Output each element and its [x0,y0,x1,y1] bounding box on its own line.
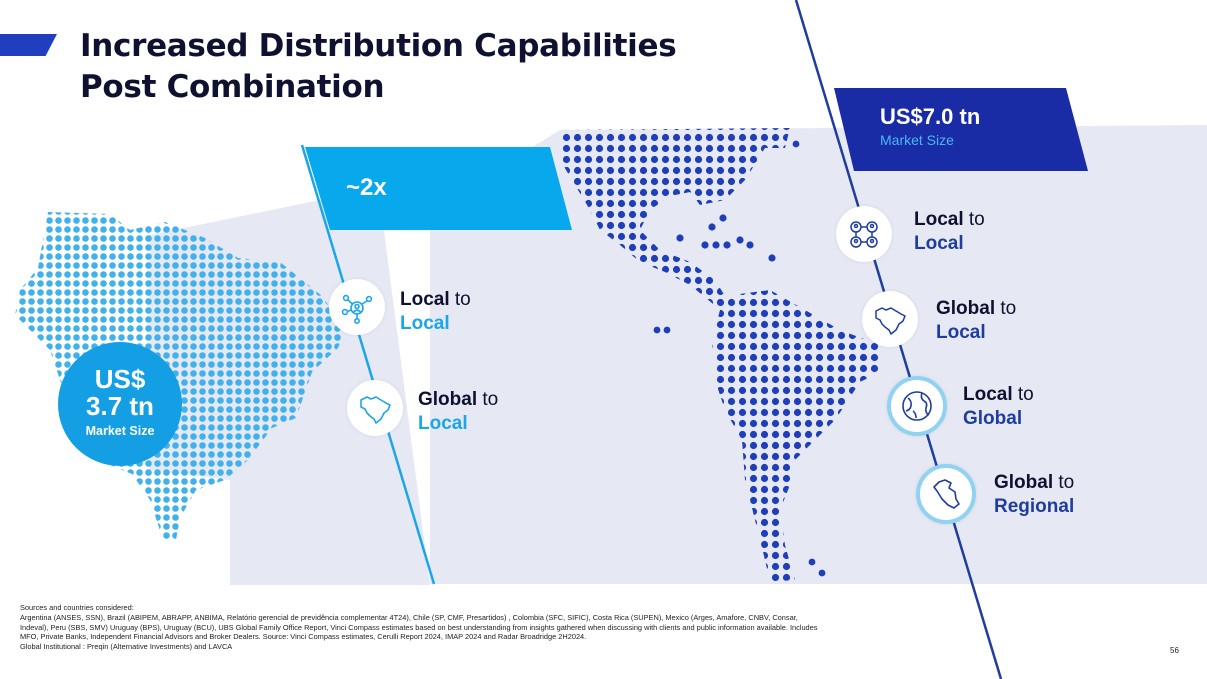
page-title-line2: Post Combination [80,69,385,105]
left-divider-line [300,144,436,585]
right-cap-2-target: Local [936,322,986,343]
left-market-value: 3.7 tn [86,391,154,421]
left-cap-1-to: to [449,289,471,310]
right-badge-shape [834,88,1088,171]
network-icon [329,279,385,335]
footnote-line: Global Institutional : Preqin (Alternati… [20,642,233,652]
title-accent-bar [0,34,57,56]
footnote-line: MFO, Private Banks, Independent Financia… [20,632,587,642]
sources-footnote: Sources and countries considered: Argent… [20,603,970,652]
right-cap-1-source: Local [914,209,964,230]
right-market-caption: Market Size [880,132,954,148]
page-number: 56 [1170,646,1179,655]
people-network-icon [836,206,892,262]
left-cap-1-label: Local to Local [400,288,471,336]
left-cap-2-source: Global [418,389,478,410]
right-cap-3-to: to [1012,384,1034,405]
right-cap-3-source: Local [963,384,1013,405]
brazil-map-icon [347,380,403,436]
peru-map-icon [916,464,976,524]
left-cap-2-to: to [477,389,499,410]
brazil-map-icon [862,291,918,347]
left-market-badge: US$ 3.7 tn Market Size [58,342,182,466]
footnote-heading: Sources and countries considered: [20,603,134,612]
right-cap-4-label: Global to Regional [994,471,1074,519]
growth-tag-shape [305,147,572,230]
right-cap-2-to: to [995,298,1017,319]
right-cap-3-label: Local to Global [963,383,1034,431]
americas-dot-map [560,128,880,582]
left-market-currency: US$ [94,364,146,394]
right-cap-4-to: to [1053,472,1075,493]
brazil-dot-map [15,212,345,540]
right-market-value: US$7.0 tn [880,104,981,129]
left-market-caption: Market Size [85,424,155,438]
page-title: Increased Distribution Capabilities Post… [80,26,677,108]
right-cap-4-source: Global [994,472,1054,493]
right-cap-1-label: Local to Local [914,208,985,256]
caribbean-dots [653,140,826,577]
right-cap-1-to: to [963,209,985,230]
footnote-line: Argentina (ANSES, SSN), Brazil (ABIPEM, … [20,612,798,622]
right-cap-2-label: Global to Local [936,297,1016,345]
growth-tag-label: ~2x [346,174,387,201]
left-cap-1-source: Local [400,289,450,310]
right-market-badge: US$7.0 tn Market Size [880,104,980,148]
globe-icon [887,376,947,436]
right-cap-2-source: Global [936,298,996,319]
right-cap-3-target: Global [963,408,1023,429]
right-cap-4-target: Regional [994,496,1075,517]
page-title-line1: Increased Distribution Capabilities [80,28,677,64]
left-cap-2-target: Local [418,413,468,434]
left-cap-2-label: Global to Local [418,388,498,436]
footnote-line: Indeval), Peru (SBS, SMV) Uruguay (BPS),… [20,622,818,632]
left-cap-1-target: Local [400,313,450,334]
right-cap-1-target: Local [914,233,964,254]
